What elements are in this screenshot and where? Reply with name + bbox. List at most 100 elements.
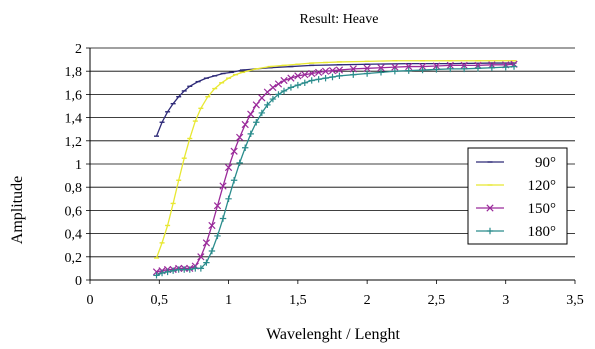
x-axis-label: Wavelenght / Lenght xyxy=(266,326,400,343)
y-tick-label: 1 xyxy=(75,158,82,173)
series-line xyxy=(155,60,515,259)
data-point xyxy=(225,195,232,202)
data-point xyxy=(197,253,205,261)
data-point xyxy=(258,109,266,117)
data-point xyxy=(181,266,188,273)
chart-title: Result: Heave xyxy=(300,12,379,27)
data-point xyxy=(377,64,385,72)
series-1 xyxy=(154,60,517,259)
data-point xyxy=(247,110,255,118)
data-point xyxy=(308,69,316,78)
y-axis-label: Amplitude xyxy=(9,176,26,244)
legend-marker xyxy=(486,227,494,235)
data-point xyxy=(153,272,160,279)
data-point xyxy=(315,68,323,76)
data-point xyxy=(203,259,210,266)
data-point xyxy=(213,202,222,210)
data-point xyxy=(488,64,496,71)
data-point xyxy=(446,61,454,70)
data-point xyxy=(192,265,199,272)
data-point xyxy=(186,266,193,273)
data-point xyxy=(224,163,233,172)
legend-label: 120° xyxy=(528,178,557,194)
x-tick-label: 3,5 xyxy=(566,293,584,308)
data-point xyxy=(158,269,166,277)
data-point xyxy=(321,67,330,75)
legend-box xyxy=(467,147,568,245)
x-tick-label: 0,5 xyxy=(151,293,169,308)
data-point xyxy=(301,79,308,86)
data-point xyxy=(315,76,322,83)
y-tick-label: 0,6 xyxy=(65,204,83,219)
data-point xyxy=(175,266,182,273)
data-point xyxy=(336,72,343,80)
legend: 90° 120° 150° 180° xyxy=(467,147,568,245)
data-point xyxy=(502,63,509,71)
data-point xyxy=(349,65,357,73)
data-point xyxy=(377,69,385,76)
data-point xyxy=(405,62,413,71)
data-point xyxy=(322,74,329,82)
data-point xyxy=(230,147,238,155)
data-point xyxy=(236,159,243,167)
legend-label: 90° xyxy=(535,155,556,171)
data-point xyxy=(280,87,288,95)
y-tick-label: 1,6 xyxy=(65,88,83,103)
data-point xyxy=(287,84,295,91)
data-point xyxy=(258,94,266,102)
data-point xyxy=(247,130,254,138)
data-point xyxy=(164,268,171,276)
x-tick-label: 1,5 xyxy=(289,293,307,308)
y-tick-label: 0,8 xyxy=(65,181,83,196)
data-point xyxy=(405,67,412,74)
y-tick-label: 0,2 xyxy=(65,251,83,266)
data-point xyxy=(264,101,271,109)
data-point xyxy=(230,177,238,184)
data-point xyxy=(219,215,227,222)
series-3 xyxy=(153,63,518,279)
y-tick-label: 1,8 xyxy=(65,65,83,80)
data-point xyxy=(308,77,315,84)
data-point xyxy=(418,62,427,71)
data-point xyxy=(219,182,227,190)
series-2 xyxy=(152,60,518,276)
data-point xyxy=(242,144,249,151)
data-point xyxy=(263,88,271,96)
data-point xyxy=(269,95,277,103)
legend-marker xyxy=(486,204,494,212)
data-point xyxy=(294,72,302,80)
data-point xyxy=(432,62,441,70)
data-point xyxy=(350,71,357,78)
data-point xyxy=(433,66,440,73)
data-point xyxy=(214,232,221,240)
series-line xyxy=(156,63,515,273)
y-tick-label: 2 xyxy=(75,42,82,57)
data-point xyxy=(447,65,454,73)
data-point xyxy=(294,81,302,89)
data-point xyxy=(363,64,371,72)
series-layer xyxy=(152,60,518,279)
data-point xyxy=(236,133,244,141)
data-point xyxy=(363,70,371,77)
x-tick-label: 2 xyxy=(364,293,371,308)
data-point xyxy=(460,61,468,70)
data-point xyxy=(328,66,337,75)
data-point xyxy=(202,239,211,247)
data-point xyxy=(169,267,177,274)
data-point xyxy=(460,65,468,73)
legend-label: 180° xyxy=(528,224,557,240)
x-axis-ticks: 0 0,5 1 1,5 2 2,5 3 3,5 xyxy=(87,280,584,308)
data-point xyxy=(241,120,249,129)
y-tick-label: 1,2 xyxy=(65,135,83,150)
data-point xyxy=(335,66,344,74)
y-tick-label: 1,4 xyxy=(65,112,83,127)
data-point xyxy=(391,63,399,71)
data-point xyxy=(510,63,518,70)
data-point xyxy=(301,71,309,79)
data-point xyxy=(419,66,426,74)
y-tick-label: 0 xyxy=(75,274,82,289)
series-line xyxy=(156,65,515,276)
series-0 xyxy=(154,62,517,137)
data-point xyxy=(252,101,260,109)
data-point xyxy=(269,83,277,92)
